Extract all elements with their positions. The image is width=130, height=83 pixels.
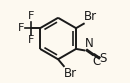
Text: F: F xyxy=(18,23,24,33)
Text: C: C xyxy=(93,55,101,68)
Text: N: N xyxy=(84,37,93,50)
Text: F: F xyxy=(28,35,34,45)
Text: Br: Br xyxy=(84,10,97,23)
Text: F: F xyxy=(28,11,34,21)
Text: S: S xyxy=(99,52,107,65)
Text: Br: Br xyxy=(64,67,77,80)
